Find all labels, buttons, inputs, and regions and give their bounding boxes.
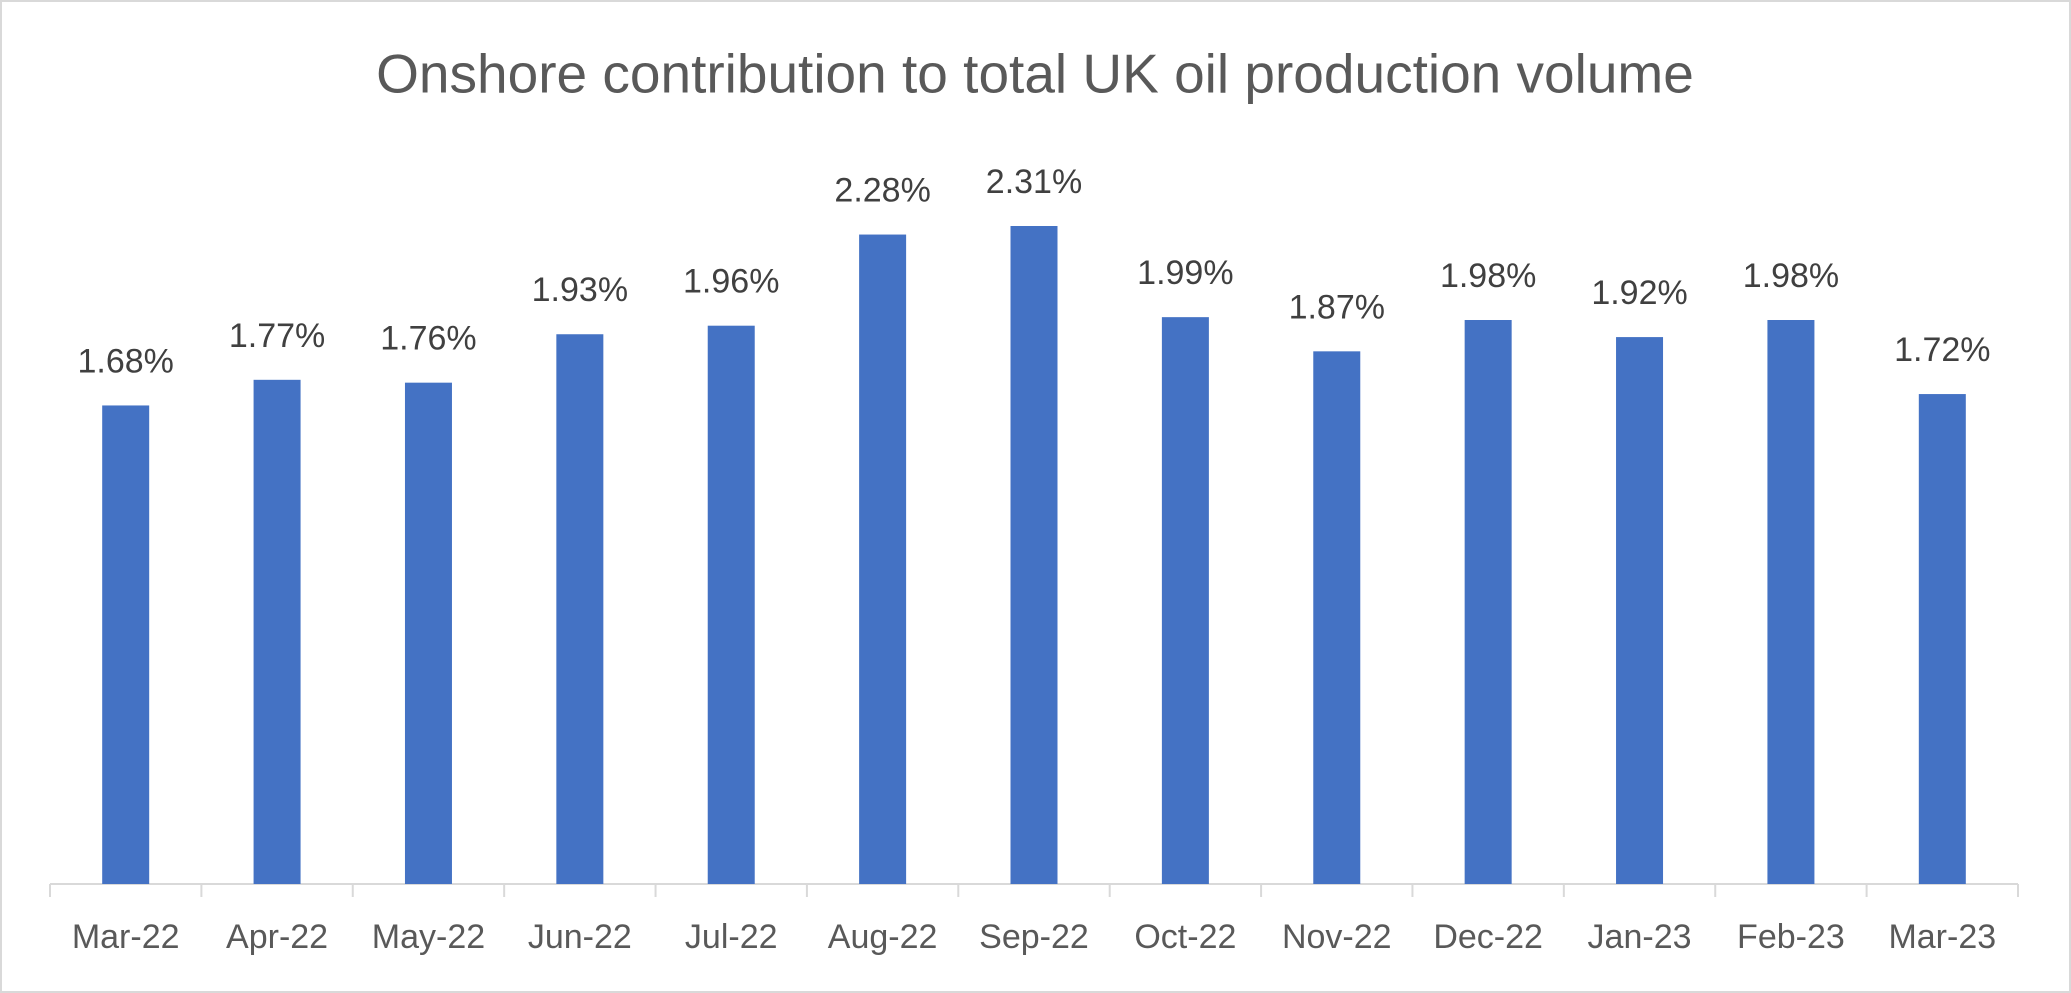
bar [707,325,755,884]
x-tick-label: Jun-22 [528,918,632,956]
bar [1464,320,1512,884]
bar [1161,317,1209,885]
data-label: 1.77% [229,317,325,355]
x-tick-label: Nov-22 [1282,918,1392,956]
data-label: 1.98% [1440,257,1536,295]
x-tick-label: Feb-23 [1737,918,1845,956]
data-label: 1.87% [1289,288,1385,326]
data-label: 1.76% [380,320,476,358]
data-label: 1.92% [1591,274,1687,312]
bar [1767,320,1815,884]
data-label: 1.98% [1743,257,1839,295]
data-label: 1.68% [77,342,173,380]
x-tick-label: Mar-23 [1888,918,1996,956]
x-tick-label: Oct-22 [1134,918,1236,956]
chart-title: Onshore contribution to total UK oil pro… [376,43,1694,105]
x-tick-label: Jul-22 [685,918,778,956]
x-tick-label: Apr-22 [226,918,328,956]
x-tick-label: Dec-22 [1433,918,1543,956]
x-tick-label: Jan-23 [1588,918,1692,956]
x-tick-label: May-22 [372,918,485,956]
x-tick-label: Mar-22 [72,918,180,956]
data-label: 2.31% [986,163,1082,201]
bar [1616,337,1664,884]
bar [1918,394,1966,884]
x-tick-label: Sep-22 [979,918,1089,956]
bar [556,334,604,884]
bar [1010,226,1058,884]
bar [253,379,301,884]
bar [1313,351,1361,884]
bar [102,405,150,884]
bar [859,234,907,884]
data-label: 1.96% [683,263,779,301]
data-label: 1.99% [1137,254,1233,292]
bar [404,382,452,884]
data-label: 1.93% [532,271,628,309]
data-label: 1.72% [1894,331,1990,369]
x-tick-label: Aug-22 [828,918,938,956]
data-label: 2.28% [834,172,930,210]
